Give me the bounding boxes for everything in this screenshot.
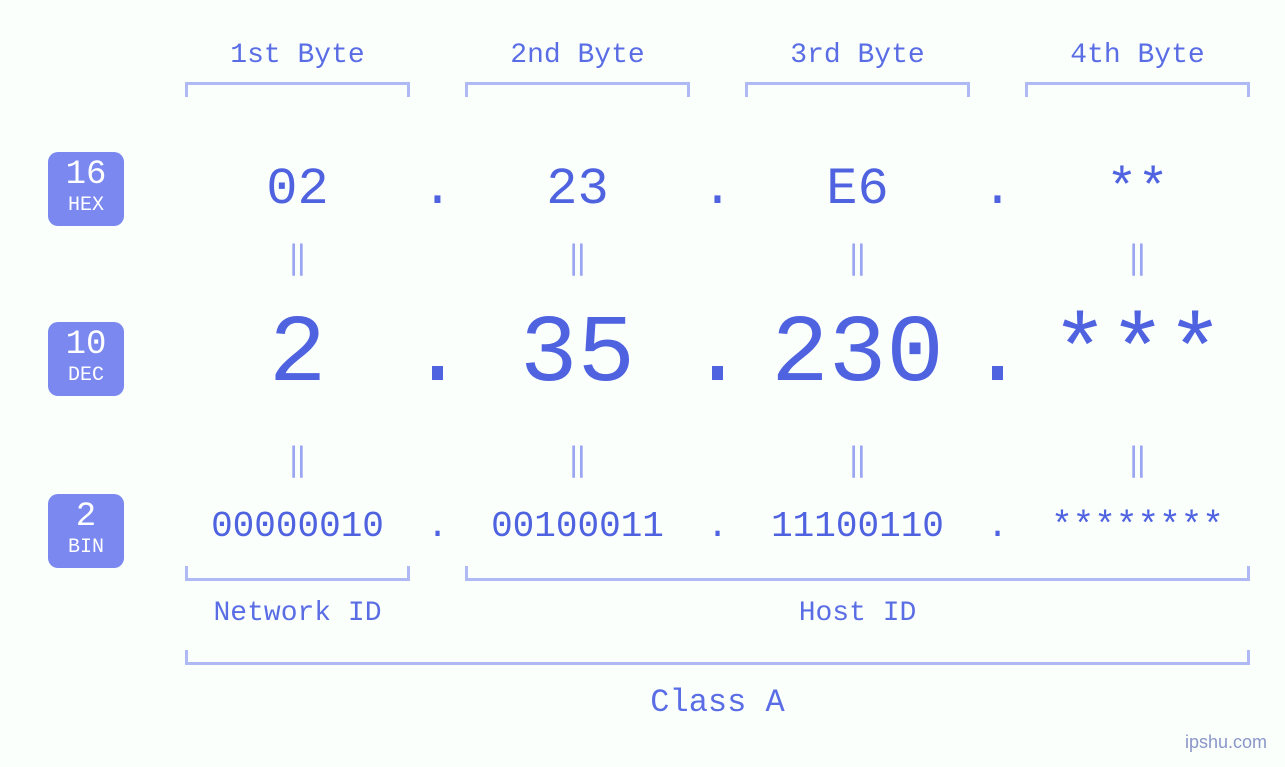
bin-byte-1: 00000010 — [185, 506, 410, 547]
equals-1-2: ‖ — [465, 238, 690, 278]
equals-2-1: ‖ — [185, 440, 410, 480]
bin-dot-1: . — [410, 506, 465, 547]
dec-dot-1: . — [400, 300, 475, 409]
bracket-host-id — [465, 566, 1250, 581]
watermark: ipshu.com — [1185, 732, 1267, 753]
hex-byte-2: 23 — [465, 160, 690, 219]
hex-dot-3: . — [970, 160, 1025, 219]
bin-dot-2: . — [690, 506, 745, 547]
bracket-top-4 — [1025, 82, 1250, 97]
hex-dot-2: . — [690, 160, 745, 219]
equals-2-2: ‖ — [465, 440, 690, 480]
bracket-top-2 — [465, 82, 690, 97]
equals-1-1: ‖ — [185, 238, 410, 278]
base-badge-bin: 2 BIN — [48, 494, 124, 568]
dec-byte-4: *** — [1025, 300, 1250, 409]
label-network-id: Network ID — [185, 598, 410, 629]
hex-byte-1: 02 — [185, 160, 410, 219]
dec-byte-2: 35 — [465, 300, 690, 409]
bracket-network-id — [185, 566, 410, 581]
bin-byte-3: 11100110 — [745, 506, 970, 547]
label-host-id: Host ID — [465, 598, 1250, 629]
base-badge-hex: 16 HEX — [48, 152, 124, 226]
byte-header-3: 3rd Byte — [745, 40, 970, 71]
bracket-top-1 — [185, 82, 410, 97]
base-label-bin: BIN — [48, 536, 124, 560]
base-label-hex: HEX — [48, 194, 124, 218]
base-num-bin: 2 — [48, 500, 124, 534]
equals-1-4: ‖ — [1025, 238, 1250, 278]
equals-1-3: ‖ — [745, 238, 970, 278]
dec-dot-2: . — [680, 300, 755, 409]
equals-2-3: ‖ — [745, 440, 970, 480]
bin-byte-2: 00100011 — [465, 506, 690, 547]
hex-dot-1: . — [410, 160, 465, 219]
bin-dot-3: . — [970, 506, 1025, 547]
label-class: Class A — [185, 684, 1250, 721]
dec-byte-1: 2 — [185, 300, 410, 409]
base-num-dec: 10 — [48, 328, 124, 362]
byte-header-1: 1st Byte — [185, 40, 410, 71]
equals-2-4: ‖ — [1025, 440, 1250, 480]
hex-byte-4: ** — [1025, 160, 1250, 219]
base-num-hex: 16 — [48, 158, 124, 192]
byte-header-2: 2nd Byte — [465, 40, 690, 71]
hex-byte-3: E6 — [745, 160, 970, 219]
bracket-class — [185, 650, 1250, 665]
bracket-top-3 — [745, 82, 970, 97]
base-label-dec: DEC — [48, 364, 124, 388]
byte-header-4: 4th Byte — [1025, 40, 1250, 71]
base-badge-dec: 10 DEC — [48, 322, 124, 396]
bin-byte-4: ******** — [1025, 506, 1250, 547]
dec-byte-3: 230 — [745, 300, 970, 409]
dec-dot-3: . — [960, 300, 1035, 409]
